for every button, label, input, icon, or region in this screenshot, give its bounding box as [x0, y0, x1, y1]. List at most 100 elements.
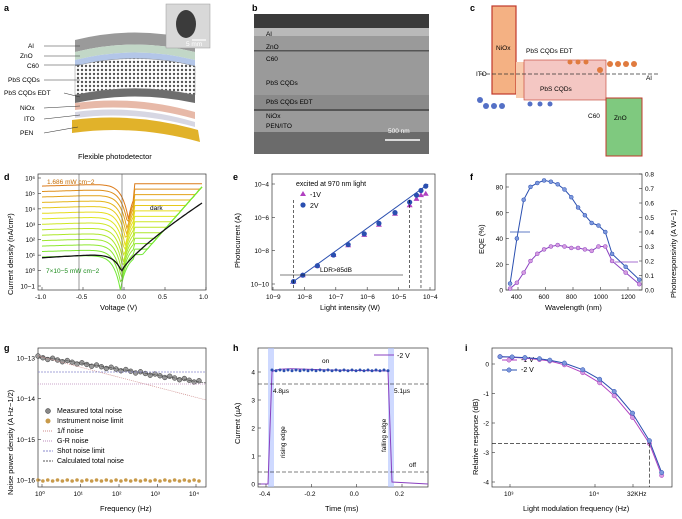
transient-point [326, 368, 330, 372]
panel-letter-e: e [233, 172, 238, 182]
layer-label-al: Al [28, 43, 34, 50]
plot-e-legend-2: 2V [310, 203, 319, 210]
y-tick-label: 10⁴ [25, 206, 35, 213]
measured-noise-point [152, 371, 158, 377]
plot-g-yticks: 10−13 10−14 10−15 10−16 [17, 356, 41, 485]
zno-band [605, 97, 643, 157]
plot-h-rising: rising edge [280, 426, 287, 458]
instrument-noise-point [163, 478, 167, 482]
plot-e-data [290, 183, 429, 290]
point-2v [418, 187, 424, 194]
plot-h-ylabel: Current (µA) [233, 402, 242, 444]
eqe-point [541, 178, 547, 183]
layer-al-shape [75, 32, 195, 52]
freq-line [499, 356, 663, 476]
plot-h-rise-band [268, 348, 274, 487]
panel-e: e excited at 970 nm light -1V 2V LDR>85d… [233, 172, 438, 312]
eqe-point [555, 182, 560, 187]
plot-i-ylabel: Relative response (dB) [471, 398, 480, 475]
y-tick-label: 0.2 [645, 259, 654, 266]
point-2v [361, 231, 367, 237]
measured-noise-point [181, 375, 188, 382]
plot-d-ylabel: Current density (nA/cm²) [6, 213, 15, 295]
transient-point [346, 369, 350, 373]
resp-point [562, 244, 567, 249]
point-2v [345, 241, 351, 248]
freq-point [537, 356, 542, 362]
x-tick-label: 0.5 [158, 294, 167, 301]
x-tick-label: 10−4 [423, 294, 438, 301]
plot-e-xlabel: Light intensity (W) [320, 303, 381, 312]
resp-point [575, 245, 581, 251]
eqe-point [535, 180, 540, 186]
transient-point [310, 368, 314, 372]
layer-niox-shape [75, 100, 195, 119]
plot-i-frame [491, 347, 673, 488]
x-tick-label: 400 [511, 294, 522, 301]
y-tick-label: 20 [496, 262, 504, 269]
y-tick-label: -2 [483, 421, 489, 428]
sem-scalebar-label: 500 nm [388, 128, 410, 135]
freq-point [547, 357, 553, 363]
y-tick-label: 0 [499, 288, 503, 295]
sem-al-band [254, 28, 429, 36]
band-label-zno: ZnO [614, 115, 627, 122]
transient-point [382, 368, 386, 372]
transient-point [314, 369, 318, 373]
transient-point [298, 369, 302, 373]
measured-noise-point [167, 373, 173, 379]
resp-point [637, 281, 642, 287]
freq-point [611, 393, 617, 399]
plot-f-yticks-left: 80 60 40 20 0 [496, 185, 509, 295]
pbs-band [523, 59, 607, 101]
transient-point [342, 368, 346, 372]
instrument-noise-point [143, 478, 148, 482]
point-2v [330, 252, 337, 258]
eqe-point [562, 187, 567, 192]
electrons [567, 59, 637, 73]
plot-d-xlabel: Voltage (V) [100, 303, 138, 312]
y-tick-label: 10−13 [17, 356, 36, 363]
panel-letter-d: d [4, 172, 10, 182]
plot-f-ylabel-right: Photoresponsivity (A W−1) [669, 209, 678, 298]
layer-zno-shape [75, 44, 195, 60]
transient-point [334, 368, 338, 372]
legend-instrument-marker [45, 418, 51, 424]
y-tick-label: 0.3 [645, 244, 654, 251]
x-tick-label: 10−6 [360, 294, 375, 301]
instrument-noise-point [167, 479, 172, 483]
eqe-point [528, 184, 533, 190]
y-tick-label: 1 [251, 454, 255, 461]
eqe-point [582, 212, 588, 218]
transient-point [366, 368, 370, 372]
resp-point [582, 247, 588, 252]
sem-label-c60: C60 [266, 56, 278, 63]
transient-point [306, 369, 310, 373]
plot-d-ann-bottom: 7×10−5 mW cm−2 [46, 268, 100, 275]
resp-point [548, 244, 554, 249]
panel-h: h -2 V on off 4.8µs 5.1µs rising edge fa… [233, 343, 429, 513]
legend-measured-marker [45, 408, 51, 414]
x-tick-label: 0.0 [117, 294, 126, 301]
eqe-point [569, 194, 574, 200]
resp-point [609, 258, 615, 264]
layer-label-pbs: PbS CQDs [8, 77, 41, 84]
y-tick-label: 10−6 [254, 215, 269, 222]
plot-i-legend-1: -1 V [521, 357, 534, 364]
x-tick-label: 10⁰ [35, 490, 45, 498]
legend-instrument: Instrument noise limit [57, 418, 123, 425]
sem-label-pbs: PbS CQDs [266, 80, 299, 87]
y-tick-label: 10−8 [254, 248, 269, 255]
transient-point [274, 369, 278, 373]
legend-gr: G-R noise [57, 438, 89, 445]
plot-d-ann-top: 1.686 mW cm−2 [47, 179, 95, 186]
plot-e-ldr: LDR>85dB [320, 267, 352, 274]
y-tick-label: 0.4 [645, 230, 654, 237]
instrument-noise-point [70, 479, 74, 483]
eqe-point [514, 236, 520, 241]
transient-point [362, 369, 366, 373]
sem-substrate [254, 132, 429, 154]
y-tick-label: 10¹ [26, 253, 36, 260]
plot-e-ylabel: Photocurrent (A) [233, 212, 242, 268]
plot-h-rise-time: 4.8µs [273, 388, 290, 395]
